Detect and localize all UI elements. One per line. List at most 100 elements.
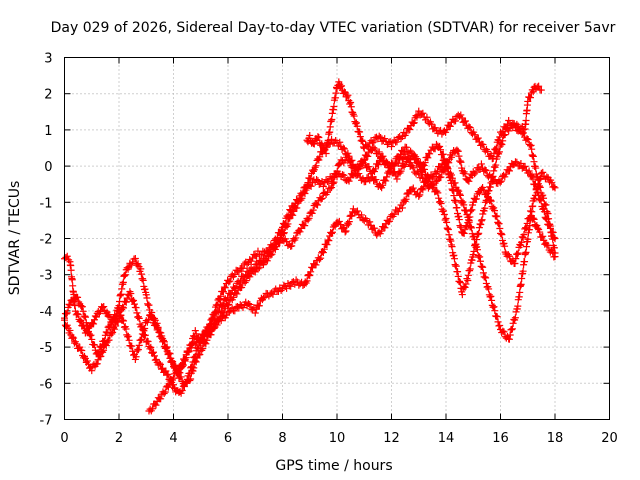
- data-point: [322, 150, 330, 158]
- data-point: [312, 162, 320, 170]
- data-point: [455, 187, 463, 195]
- data-point: [110, 324, 118, 332]
- x-tick-label: 16: [492, 431, 509, 446]
- data-point: [224, 294, 232, 302]
- data-point: [443, 224, 451, 232]
- data-point: [371, 145, 379, 153]
- data-point: [240, 274, 248, 282]
- data-point: [212, 320, 220, 328]
- data-point: [375, 161, 383, 169]
- y-tick-label: -6: [40, 377, 53, 392]
- data-point: [287, 207, 295, 215]
- data-point: [152, 355, 160, 363]
- data-point: [439, 156, 447, 164]
- data-point: [329, 180, 337, 188]
- data-point: [79, 307, 87, 315]
- data-point: [465, 218, 473, 226]
- data-point: [532, 186, 540, 194]
- data-point: [314, 133, 322, 141]
- data-point: [132, 353, 140, 361]
- data-point: [434, 189, 442, 197]
- data-point: [183, 377, 191, 385]
- data-point: [492, 144, 500, 152]
- data-point: [500, 328, 508, 336]
- data-point: [134, 313, 142, 321]
- data-point: [375, 132, 383, 140]
- data-point: [524, 235, 532, 243]
- data-point: [188, 363, 196, 371]
- data-point: [467, 223, 475, 231]
- data-point: [458, 291, 466, 299]
- data-point: [139, 276, 147, 284]
- data-point: [448, 243, 456, 251]
- data-point: [137, 265, 145, 273]
- data-point: [490, 167, 498, 175]
- data-point: [307, 268, 315, 276]
- data-point: [505, 252, 513, 260]
- data-point: [147, 343, 155, 351]
- data-point: [443, 126, 451, 134]
- data-point: [219, 301, 227, 309]
- data-point: [287, 282, 295, 290]
- data-point: [127, 290, 135, 298]
- data-point: [318, 194, 326, 202]
- data-point: [358, 211, 366, 219]
- data-point: [492, 161, 500, 169]
- data-point: [466, 267, 474, 275]
- data-point: [482, 279, 490, 287]
- data-point: [225, 308, 233, 316]
- data-point: [456, 222, 464, 230]
- data-point: [311, 163, 319, 171]
- data-point: [548, 179, 556, 187]
- data-point: [536, 228, 544, 236]
- x-tick-label: 0: [60, 431, 68, 446]
- data-point: [534, 180, 542, 188]
- data-point: [120, 317, 128, 325]
- data-point: [306, 131, 314, 139]
- data-point: [124, 332, 132, 340]
- data-point: [359, 158, 367, 166]
- data-point: [454, 186, 462, 194]
- data-point: [356, 133, 364, 141]
- data-point: [487, 173, 495, 181]
- data-point: [453, 146, 461, 154]
- data-point: [440, 207, 448, 215]
- data-point: [152, 401, 160, 409]
- data-point: [121, 271, 129, 279]
- data-point: [227, 290, 235, 298]
- data-point: [262, 254, 270, 262]
- data-point: [310, 140, 318, 148]
- data-point: [381, 224, 389, 232]
- data-point: [286, 206, 294, 214]
- data-point: [410, 119, 418, 127]
- data-point: [72, 340, 80, 348]
- data-point: [464, 276, 472, 284]
- data-point: [191, 327, 199, 335]
- data-point: [493, 313, 501, 321]
- data-point: [480, 186, 488, 194]
- data-point: [338, 82, 346, 90]
- data-point: [96, 307, 104, 315]
- data-point: [122, 325, 130, 333]
- data-point: [479, 141, 487, 149]
- data-point: [62, 310, 70, 318]
- data-point: [477, 217, 485, 225]
- data-point: [460, 201, 468, 209]
- y-tick-label: -2: [40, 233, 53, 248]
- data-point: [511, 314, 519, 322]
- data-point: [307, 174, 315, 182]
- data-point: [90, 341, 98, 349]
- data-point: [304, 216, 312, 224]
- data-point: [370, 224, 378, 232]
- data-point: [137, 336, 145, 344]
- data-point: [542, 201, 550, 209]
- data-point: [158, 332, 166, 340]
- data-point: [328, 116, 336, 124]
- data-point: [328, 135, 336, 143]
- data-point: [184, 348, 192, 356]
- data-point: [488, 296, 496, 304]
- data-point: [292, 234, 300, 242]
- data-point: [192, 330, 200, 338]
- data-point: [155, 328, 163, 336]
